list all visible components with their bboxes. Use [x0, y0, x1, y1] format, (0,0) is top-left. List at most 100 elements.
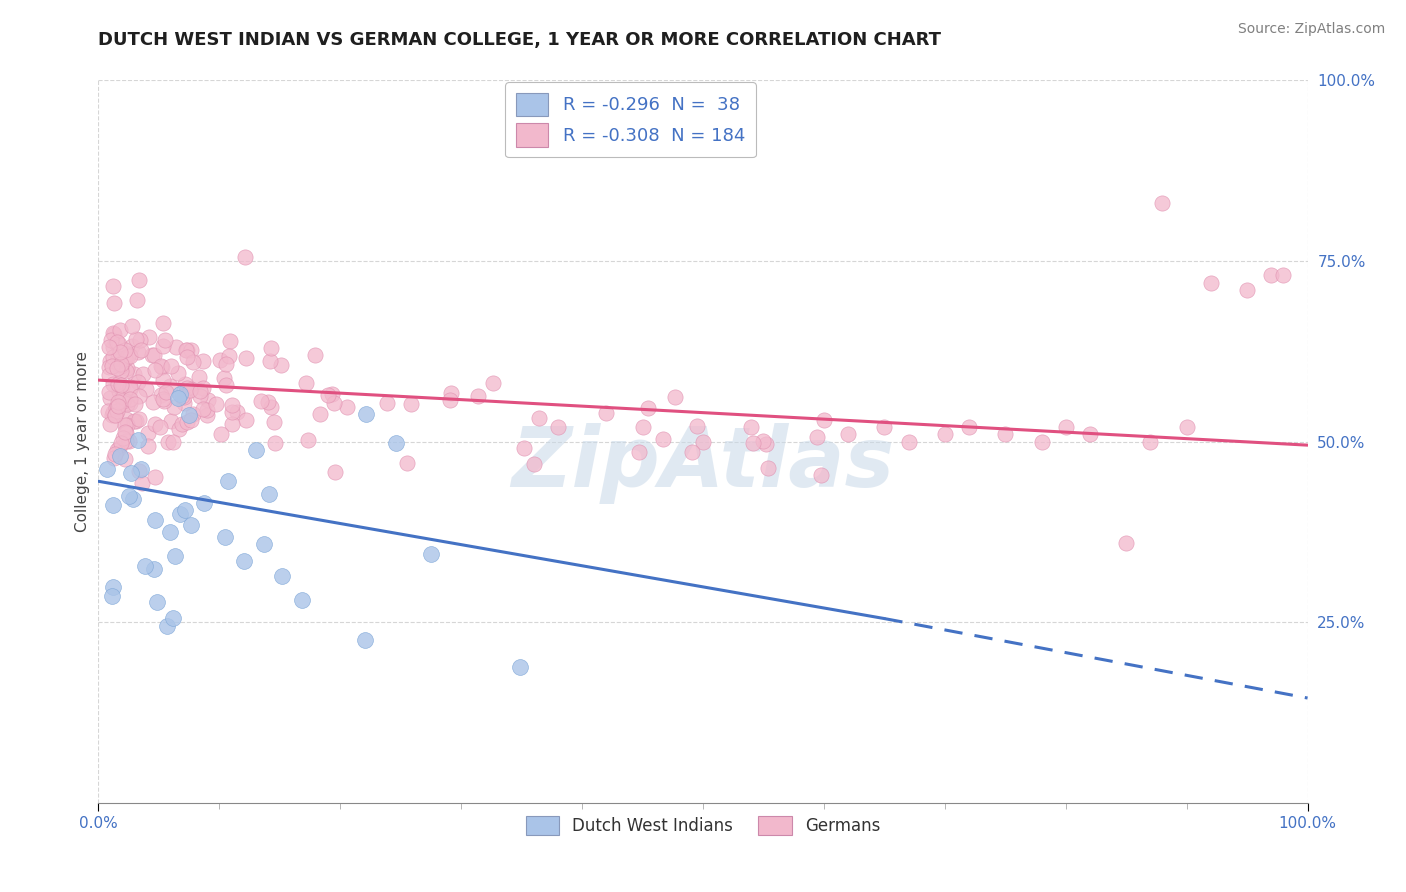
Point [101, 498, 124, 512]
Point [395, 456, 418, 470]
Point [117, 350, 139, 364]
Point [105, 403, 128, 417]
Point [97, 368, 120, 382]
Point [259, 400, 281, 414]
Point [509, 660, 531, 674]
Point [120, 467, 142, 481]
Point [233, 554, 256, 568]
Point [1272, 268, 1295, 283]
Point [628, 445, 651, 459]
Point [155, 385, 177, 400]
Point [270, 569, 292, 583]
Point [897, 434, 920, 449]
Point [523, 457, 546, 471]
Point [110, 357, 132, 371]
Point [873, 420, 896, 434]
Point [209, 426, 232, 441]
Point [105, 443, 128, 458]
Point [134, 559, 156, 574]
Point [180, 412, 202, 426]
Point [316, 388, 339, 402]
Point [162, 434, 184, 449]
Point [755, 436, 778, 450]
Point [167, 422, 190, 436]
Point [103, 451, 125, 466]
Point [384, 435, 406, 450]
Point [215, 377, 238, 392]
Point [214, 531, 236, 545]
Point [114, 392, 136, 407]
Point [176, 415, 198, 429]
Point [259, 354, 281, 368]
Point [108, 384, 131, 399]
Point [180, 517, 202, 532]
Point [114, 425, 136, 440]
Point [235, 412, 257, 426]
Point [143, 348, 166, 362]
Point [101, 350, 124, 364]
Point [686, 419, 709, 434]
Point [354, 633, 377, 648]
Point [595, 406, 617, 420]
Point [740, 420, 762, 434]
Point [1078, 427, 1101, 442]
Point [97, 359, 120, 374]
Point [115, 396, 138, 410]
Point [143, 562, 166, 576]
Point [125, 414, 148, 428]
Point [105, 334, 128, 349]
Point [128, 389, 150, 403]
Point [188, 370, 211, 384]
Point [419, 547, 441, 561]
Point [117, 347, 139, 361]
Point [1152, 196, 1174, 211]
Point [101, 580, 124, 594]
Point [136, 439, 159, 453]
Point [101, 279, 124, 293]
Point [354, 407, 377, 421]
Point [165, 549, 187, 564]
Point [98, 385, 121, 400]
Point [110, 345, 132, 359]
Point [127, 375, 149, 389]
Point [111, 390, 134, 404]
Point [107, 361, 129, 376]
Point [218, 349, 240, 363]
Point [122, 491, 145, 506]
Point [1236, 283, 1258, 297]
Point [128, 464, 150, 478]
Point [152, 374, 174, 388]
Point [1260, 268, 1282, 283]
Point [114, 352, 136, 367]
Point [1199, 276, 1222, 290]
Point [117, 418, 139, 433]
Point [114, 452, 136, 467]
Point [96, 462, 118, 476]
Point [107, 357, 129, 371]
Point [115, 426, 138, 441]
Point [131, 462, 153, 476]
Point [297, 433, 319, 447]
Point [212, 371, 235, 385]
Point [110, 377, 132, 392]
Point [152, 316, 174, 330]
Point [169, 507, 191, 521]
Point [143, 363, 166, 377]
Point [1031, 434, 1053, 449]
Point [103, 404, 125, 418]
Point [114, 417, 136, 432]
Point [260, 341, 283, 355]
Point [101, 589, 124, 603]
Point [155, 333, 177, 347]
Point [170, 389, 193, 403]
Point [114, 343, 136, 357]
Point [111, 380, 134, 394]
Point [177, 409, 200, 423]
Point [253, 536, 276, 550]
Point [150, 359, 173, 374]
Text: ZipAtlas: ZipAtlas [512, 423, 894, 504]
Point [191, 402, 214, 417]
Point [813, 413, 835, 427]
Point [118, 382, 141, 396]
Point [221, 398, 243, 412]
